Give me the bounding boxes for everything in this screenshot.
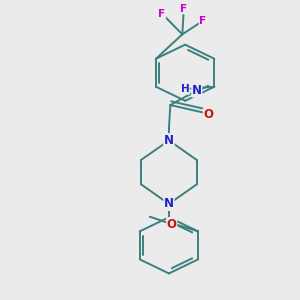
Text: N: N: [164, 134, 174, 147]
Text: O: O: [167, 218, 177, 230]
Text: N: N: [164, 134, 174, 147]
Text: F: F: [199, 16, 206, 26]
Text: N: N: [164, 197, 174, 210]
Text: F: F: [180, 4, 188, 14]
Text: N: N: [192, 84, 202, 97]
Text: H: H: [181, 84, 189, 94]
Text: F: F: [158, 9, 165, 19]
Text: O: O: [203, 108, 213, 121]
